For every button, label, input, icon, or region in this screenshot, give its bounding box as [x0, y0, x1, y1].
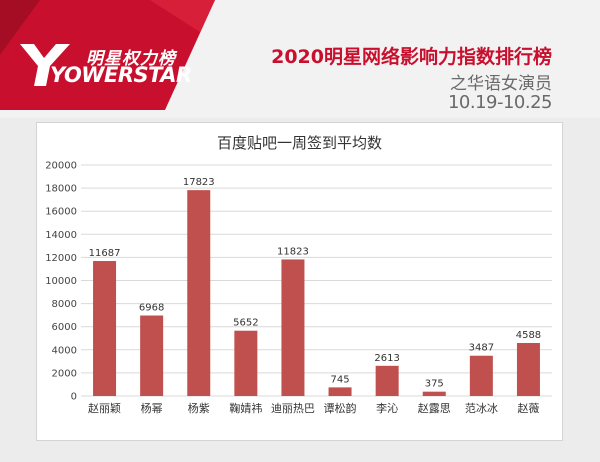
x-tick-label: 迪丽热巴	[271, 402, 315, 415]
bar	[234, 330, 258, 396]
bar	[422, 391, 446, 396]
logo-banner	[0, 0, 215, 110]
y-tick-label: 4000	[52, 345, 77, 356]
bar	[516, 343, 540, 396]
page-subtitle: 之华语女演员	[450, 74, 552, 94]
data-label: 375	[425, 379, 444, 390]
bar	[469, 355, 493, 396]
y-tick-label: 0	[71, 392, 77, 403]
y-tick-label: 10000	[45, 276, 77, 287]
bar	[281, 259, 305, 396]
x-tick-label: 李沁	[376, 401, 398, 415]
bar	[187, 190, 211, 396]
data-label: 17823	[183, 177, 215, 188]
data-label: 3487	[469, 343, 494, 354]
data-label: 11823	[277, 246, 309, 257]
x-tick-label: 鞠婧祎	[229, 401, 262, 415]
header-area: 明星权力榜 YOWERSTAR 2020明星网络影响力指数排行榜 之华语女演员 …	[0, 0, 600, 118]
logo-chinese-text: 明星权力榜	[86, 49, 176, 69]
data-label: 11687	[89, 248, 121, 259]
x-tick-label: 范冰冰	[465, 401, 498, 415]
logo-english-text: YOWERSTAR	[50, 63, 192, 87]
logo-y-mark	[20, 44, 70, 86]
page-title: 2020明星网络影响力指数排行榜	[271, 46, 552, 68]
x-tick-label: 赵薇	[517, 401, 539, 415]
data-label: 2613	[374, 353, 399, 364]
x-tick-label: 谭松韵	[324, 401, 357, 415]
y-tick-label: 8000	[52, 299, 77, 310]
data-label: 4588	[516, 330, 541, 341]
bar	[328, 387, 352, 396]
y-tick-label: 12000	[45, 253, 77, 264]
x-tick-label: 杨紫	[188, 401, 210, 415]
chart-card: 百度贴吧一周签到平均数 0 2000 4000 6000 8000 10000 12000 1…	[36, 122, 563, 441]
y-tick-label: 20000	[45, 161, 77, 172]
date-range: 10.19-10.25	[447, 92, 553, 113]
x-tick-label: 赵露思	[418, 401, 451, 415]
y-tick-label: 14000	[45, 230, 77, 241]
bar	[93, 261, 117, 396]
bar	[375, 365, 399, 396]
data-label: 6968	[139, 303, 164, 314]
chart-title: 百度贴吧一周签到平均数	[216, 134, 382, 152]
x-tick-label: 杨幂	[141, 401, 163, 415]
data-label: 745	[331, 374, 350, 385]
x-tick-label: 赵丽颖	[88, 401, 121, 415]
y-tick-label: 2000	[52, 368, 77, 379]
y-tick-label: 6000	[52, 322, 77, 333]
y-tick-label: 18000	[45, 184, 77, 195]
y-tick-label: 16000	[45, 207, 77, 218]
bar-chart: 0 2000 4000 6000 8000 10000 12000 14000 16000 180…	[45, 161, 552, 415]
bar	[140, 315, 164, 396]
data-label: 5652	[233, 318, 258, 329]
